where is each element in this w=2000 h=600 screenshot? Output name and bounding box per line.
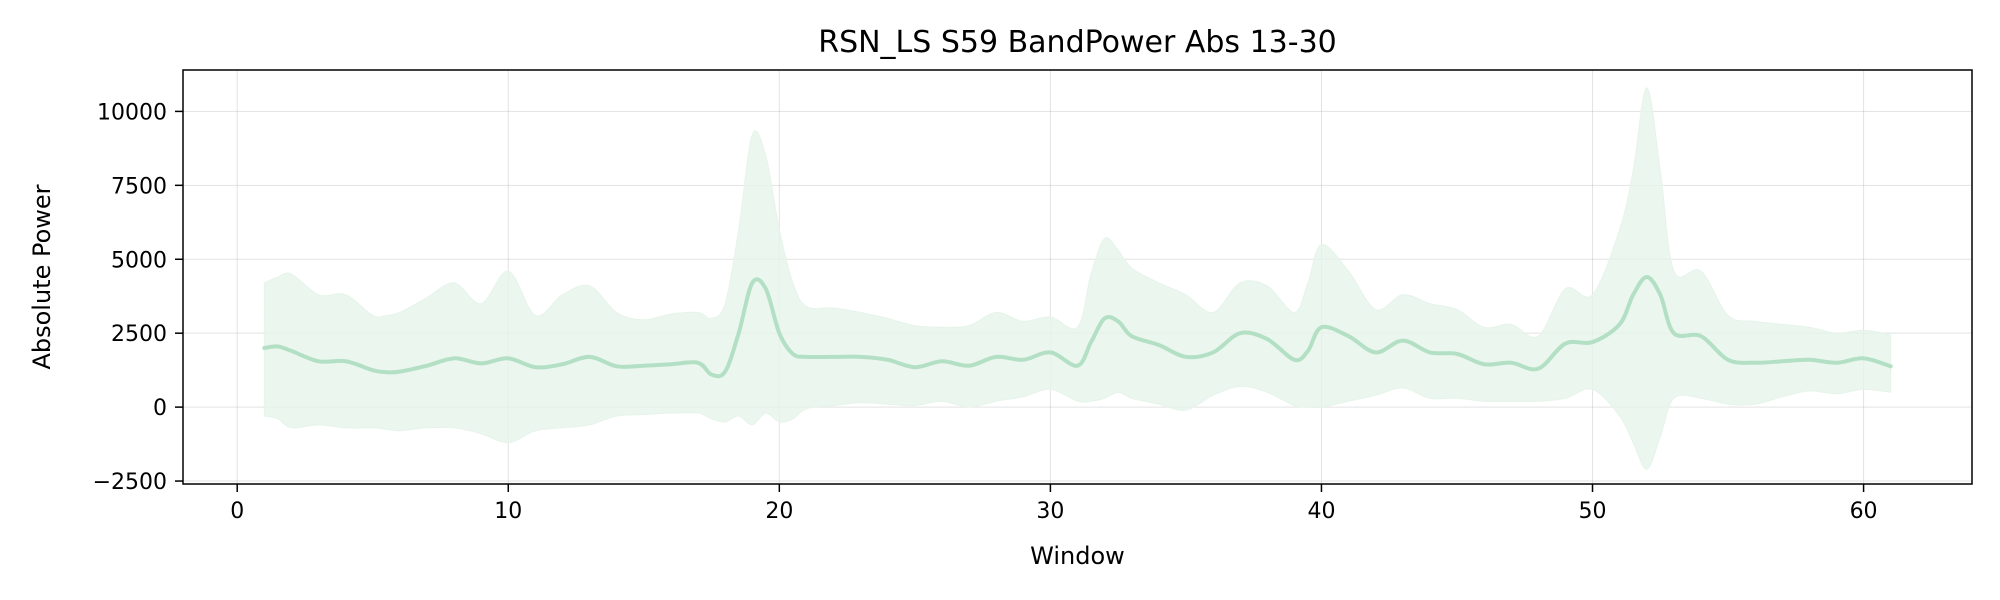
x-tick-label: 20 [765,499,793,524]
x-tick-label: 30 [1036,499,1064,524]
y-tick-label: 2500 [111,322,167,347]
y-tick-label: 0 [153,396,167,421]
x-axis-label: Window [1030,542,1125,570]
mean-series-line [262,275,1893,379]
y-tick-label: 10000 [97,100,167,125]
x-tick-label: 0 [230,499,244,524]
x-tick-label: 40 [1307,499,1335,524]
chart-title: RSN_LS S59 BandPower Abs 13-30 [818,25,1337,60]
y-tick-label: 5000 [111,248,167,273]
x-tick-label: 50 [1579,499,1607,524]
y-axis-label: Absolute Power [28,184,56,369]
y-tick-label: 7500 [111,174,167,199]
x-tick-label: 10 [494,499,522,524]
confidence-band [263,87,1892,470]
ticks: 0 10 20 30 40 50 60 −2500 0 2500 5000 7500 10000 [93,100,1878,524]
y-tick-label: −2500 [93,470,167,495]
x-tick-label: 60 [1850,499,1878,524]
plot-frame [182,69,1973,485]
